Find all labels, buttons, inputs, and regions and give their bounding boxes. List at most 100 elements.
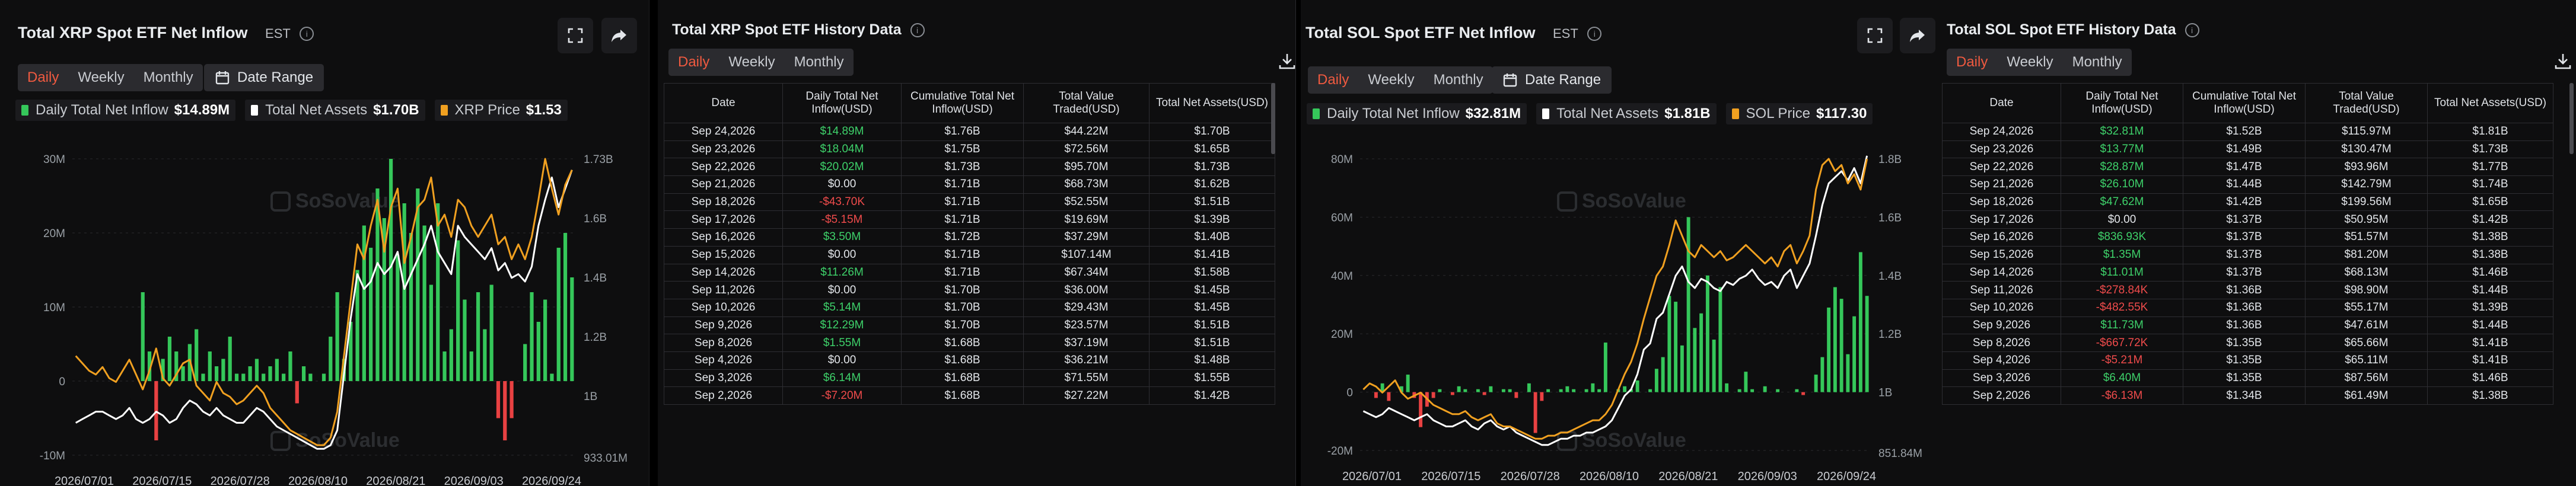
cell-date: Sep 22,2026 bbox=[1942, 158, 2061, 177]
table-row: Sep 15,2026 $1.35M $1.37B $81.20M $1.38B bbox=[1942, 245, 2553, 264]
info-icon[interactable]: i bbox=[910, 23, 925, 38]
x-tick-label: 2026/07/28 bbox=[211, 475, 270, 486]
legend-net-assets[interactable]: Total Net Assets $1.81B bbox=[1536, 103, 1717, 124]
info-icon[interactable]: i bbox=[2185, 23, 2199, 38]
scrollbar[interactable] bbox=[1271, 83, 1275, 154]
header-daily-net-inflow[interactable]: Daily Total Net Inflow(USD) bbox=[2061, 83, 2183, 123]
legend-net-assets[interactable]: Total Net Assets $1.70B bbox=[245, 100, 425, 121]
tab-daily[interactable]: Daily bbox=[1956, 54, 1988, 70]
legend-swatch-price bbox=[1731, 108, 1739, 119]
header-cumulative-inflow[interactable]: Cumulative Total Net Inflow(USD) bbox=[2183, 83, 2306, 123]
header-net-assets[interactable]: Total Net Assets(USD) bbox=[2427, 83, 2553, 123]
cell-net-assets: $1.65B bbox=[1149, 140, 1275, 159]
cell-net-assets: $1.38B bbox=[2427, 245, 2553, 264]
header-date[interactable]: Date bbox=[664, 83, 783, 123]
cell-daily-net-inflow: $12.29M bbox=[782, 316, 902, 335]
legend-sol-price[interactable]: SOL Price $117.30 bbox=[1725, 103, 1873, 124]
table-row: Sep 15,2026 $0.00 $1.71B $107.14M $1.41B bbox=[664, 245, 1275, 264]
sosovalue-logo-icon bbox=[270, 191, 291, 212]
sol-table-title: Total SOL Spot ETF History Data bbox=[1947, 21, 2176, 38]
inflow-bar bbox=[389, 159, 393, 381]
cell-value-traded: $19.69M bbox=[1023, 210, 1150, 229]
inflow-bar bbox=[254, 359, 259, 381]
sol-inflow-chart: 80M 60M 40M 20M 0 -20M 1.8B 1.6B 1.4B 1.2B 1B 851.8… bbox=[1327, 154, 1922, 483]
cell-date: Sep 15,2026 bbox=[664, 245, 783, 264]
header-daily-net-inflow[interactable]: Daily Total Net Inflow(USD) bbox=[782, 83, 902, 123]
tab-monthly[interactable]: Monthly bbox=[1433, 72, 1483, 88]
header-cumulative-inflow[interactable]: Cumulative Total Net Inflow(USD) bbox=[901, 83, 1024, 123]
inflow-bar bbox=[402, 203, 406, 381]
cell-value-traded: $27.22M bbox=[1023, 386, 1150, 405]
tab-weekly[interactable]: Weekly bbox=[1368, 72, 1415, 88]
xrp-inflow-chart: 30M 20M 10M 0 -10M 1.73B 1.6B 1.4B 1.2B 1B 933.01M… bbox=[40, 154, 628, 486]
header-net-assets[interactable]: Total Net Assets(USD) bbox=[1149, 83, 1275, 123]
inflow-bar bbox=[1387, 392, 1391, 401]
cell-daily-net-inflow: $0.00 bbox=[2061, 210, 2183, 229]
cell-net-assets: $1.51B bbox=[1149, 193, 1275, 212]
cell-date: Sep 2,2026 bbox=[1942, 386, 2061, 405]
cell-daily-net-inflow: $13.77M bbox=[2061, 140, 2183, 159]
fullscreen-button[interactable] bbox=[1857, 18, 1893, 53]
y-left-tick-label: 0 bbox=[59, 376, 65, 388]
y-right-tick-label: 1.8B bbox=[1878, 154, 1902, 166]
x-tick-label: 2026/09/03 bbox=[1738, 470, 1797, 483]
info-icon[interactable]: i bbox=[300, 26, 314, 41]
cell-value-traded: $68.13M bbox=[2305, 263, 2428, 282]
inflow-bar bbox=[335, 292, 339, 381]
header-value-traded[interactable]: Total Value Traded(USD) bbox=[2305, 83, 2428, 123]
inflow-bar bbox=[422, 225, 426, 381]
cell-date: Sep 17,2026 bbox=[1942, 210, 2061, 229]
y-right-tick-label: 1.6B bbox=[1878, 212, 1902, 224]
inflow-bar bbox=[1572, 389, 1576, 392]
cell-date: Sep 16,2026 bbox=[664, 228, 783, 247]
inflow-bar bbox=[1661, 357, 1665, 392]
legend-net-inflow[interactable]: Daily Total Net Inflow $32.81M bbox=[1307, 103, 1527, 124]
inflow-bar bbox=[221, 359, 225, 381]
scrollbar[interactable] bbox=[2569, 83, 2574, 154]
cell-date: Sep 8,2026 bbox=[1942, 334, 2061, 352]
cell-date: Sep 23,2026 bbox=[1942, 140, 2061, 159]
cell-net-assets: $1.73B bbox=[1149, 158, 1275, 177]
tab-monthly[interactable]: Monthly bbox=[794, 54, 844, 70]
x-tick-label: 2026/07/15 bbox=[132, 475, 192, 486]
legend-xrp-price[interactable]: XRP Price $1.53 bbox=[434, 100, 568, 121]
share-button[interactable] bbox=[601, 18, 637, 53]
inflow-bar bbox=[295, 381, 299, 404]
download-icon[interactable] bbox=[2554, 52, 2572, 70]
table-row: Sep 8,2026 -$667.72K $1.35B $65.66M $1.41B bbox=[1942, 334, 2553, 352]
date-range-button[interactable]: Date Range bbox=[204, 64, 324, 91]
inflow-bar bbox=[1776, 389, 1780, 392]
header-value-traded[interactable]: Total Value Traded(USD) bbox=[1023, 83, 1150, 123]
date-range-button[interactable]: Date Range bbox=[1492, 66, 1612, 94]
cell-cumulative-inflow: $1.34B bbox=[2183, 386, 2306, 405]
cell-cumulative-inflow: $1.68B bbox=[901, 369, 1024, 388]
tab-monthly[interactable]: Monthly bbox=[2072, 54, 2122, 70]
tab-daily[interactable]: Daily bbox=[1317, 72, 1349, 88]
legend-label: Total Net Assets bbox=[265, 102, 368, 118]
table-row: Sep 22,2026 $20.02M $1.73B $95.70M $1.73B bbox=[664, 158, 1275, 177]
download-icon[interactable] bbox=[1278, 52, 1296, 70]
cell-date: Sep 10,2026 bbox=[1942, 298, 2061, 317]
share-button[interactable] bbox=[1900, 18, 1935, 53]
xrp-legend: Daily Total Net Inflow $14.89M Total Net … bbox=[15, 100, 577, 121]
sol-table-title-row: Total SOL Spot ETF History Data i bbox=[1947, 21, 2199, 39]
tab-weekly[interactable]: Weekly bbox=[78, 69, 125, 85]
info-icon[interactable]: i bbox=[1587, 26, 1602, 41]
table-row: Sep 23,2026 $18.04M $1.75B $72.56M $1.65B bbox=[664, 140, 1275, 159]
legend-net-inflow[interactable]: Daily Total Net Inflow $14.89M bbox=[15, 100, 236, 121]
y-left-tick-label: 0 bbox=[1346, 387, 1353, 399]
tab-daily[interactable]: Daily bbox=[678, 54, 710, 70]
cell-cumulative-inflow: $1.68B bbox=[901, 334, 1024, 352]
cell-value-traded: $71.55M bbox=[1023, 369, 1150, 388]
cell-net-assets: $1.42B bbox=[1149, 386, 1275, 405]
header-date[interactable]: Date bbox=[1942, 83, 2061, 123]
fullscreen-button[interactable] bbox=[558, 18, 593, 53]
tab-daily[interactable]: Daily bbox=[27, 69, 59, 85]
tab-weekly[interactable]: Weekly bbox=[2007, 54, 2053, 70]
date-range-label: Date Range bbox=[1525, 72, 1601, 88]
tab-weekly[interactable]: Weekly bbox=[728, 54, 775, 70]
legend-value: $117.30 bbox=[1816, 105, 1867, 122]
tab-monthly[interactable]: Monthly bbox=[143, 69, 193, 85]
xrp-timezone-label: EST bbox=[265, 26, 291, 41]
inflow-bar bbox=[1489, 386, 1493, 392]
